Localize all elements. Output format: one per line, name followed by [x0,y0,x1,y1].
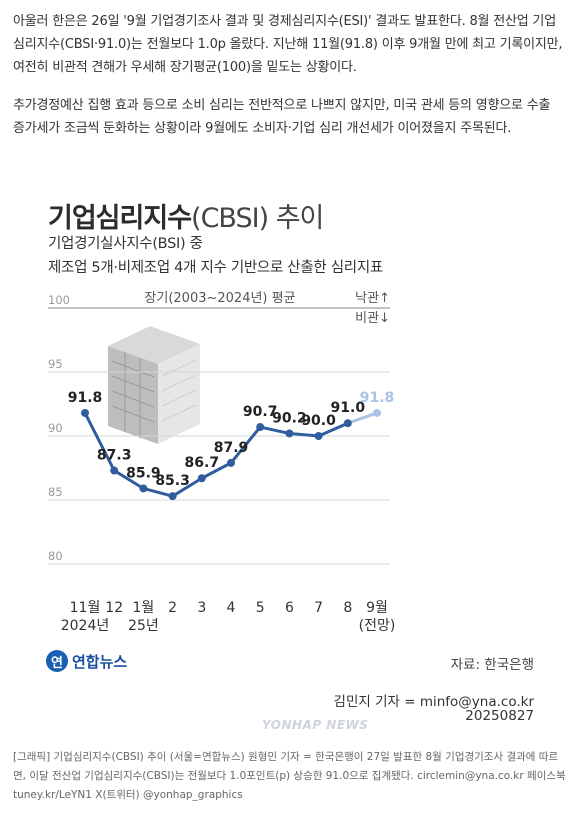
image-caption: [그래픽] 기업심리지수(CBSI) 추이 (서울=연합뉴스) 원형민 기자 =… [13,751,566,801]
x-tick-label: 3 [197,600,206,616]
optimism-label: 낙관↑ [355,291,390,306]
building-illustration [108,326,200,444]
data-point [168,492,177,501]
watermark: YONHAP NEWS [262,718,369,732]
chart-subtitle-1: 기업경기실사지수(BSI) 중 [48,236,203,252]
data-point [256,423,265,432]
data-label: 85.9 [126,465,161,481]
data-label: 87.9 [214,440,249,456]
data-label: 91.0 [331,400,366,416]
x-tick-label: (전망) [359,618,396,634]
pessimism-label: 비관↓ [355,311,390,326]
chart-reporter: 김민지 기자 = minfo@yna.co.kr [333,694,534,710]
x-tick-label: 2 [168,600,177,616]
y-tick-label: 85 [48,485,63,499]
article-paragraph-1: 아울러 한은은 26일 '9월 기업경기조사 결과 및 경제심리지수(ESI)'… [13,14,563,75]
reference-line-label: 장기(2003~2024년) 평균 [144,291,295,306]
data-point [110,466,119,475]
data-label: 90.0 [301,413,336,429]
y-tick-label: 80 [48,549,63,563]
logo-mark-icon: 연 [46,650,68,672]
chart-subtitle-2: 제조업 5개·비제조업 4개 지수 기반으로 산출한 심리지표 [48,260,383,276]
data-label: 90.7 [243,404,278,420]
y-tick-label: 95 [48,357,63,371]
data-point [285,429,294,438]
data-label: 91.8 [360,390,395,406]
logo-text: 연합뉴스 [72,652,128,671]
chart-title-thin: (CBSI) 추이 [191,203,324,234]
yonhap-logo: 연 연합뉴스 [46,649,127,673]
infographic: 기업심리지수(CBSI) 추이 기업경기실사지수(BSI) 중 제조업 5개·비… [30,186,548,746]
chart-source: 자료: 한국은행 [450,657,534,673]
forecast-line [347,411,378,425]
data-point [343,419,352,428]
x-tick-label: 4 [227,600,236,616]
data-point [81,408,89,417]
y-tick-label: 90 [48,421,63,435]
x-tick-label: 1월 [133,600,155,616]
x-tick-label: 8 [343,600,352,616]
x-tick-label: 6 [285,600,294,616]
x-tick-label: 9월 [366,600,388,616]
chart-title-bold: 기업심리지수 [48,203,192,234]
series-line [83,412,349,498]
article-paragraph-2: 추가경정예산 집행 효과 등으로 소비 심리는 전반적으로 나쁘지 않지만, 미… [13,98,551,136]
x-tick-label: 2024년 [61,618,110,634]
x-tick-label: 25년 [128,618,159,634]
x-tick-label: 7 [314,600,323,616]
data-label: 87.3 [97,448,132,464]
y-tick-label: 100 [48,293,70,307]
data-label: 86.7 [185,455,220,471]
x-tick-label: 12 [105,600,123,616]
x-tick-label: 5 [256,600,265,616]
data-point [314,432,323,440]
chart-date: 20250827 [465,708,534,724]
data-point [197,474,206,483]
data-point [373,408,381,417]
x-tick-label: 11월 [70,600,101,616]
chart-title: 기업심리지수(CBSI) 추이 [48,196,324,235]
data-point [139,484,148,493]
data-label: 91.8 [68,390,103,406]
data-label: 85.3 [155,473,190,489]
data-label: 90.2 [272,410,307,426]
data-point [227,458,235,467]
